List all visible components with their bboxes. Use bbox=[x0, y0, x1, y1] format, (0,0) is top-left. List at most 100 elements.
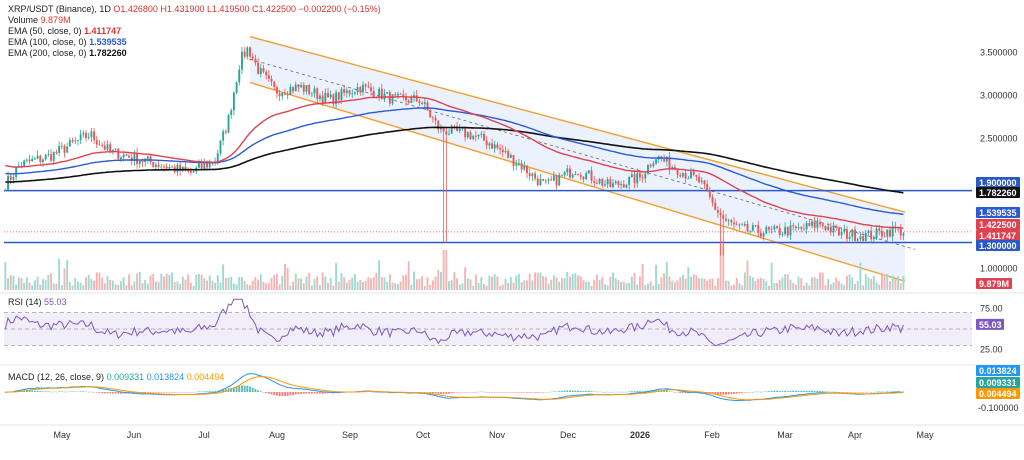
macd-hist-bar bbox=[867, 391, 870, 393]
macd-hist-bar bbox=[808, 390, 811, 392]
macd-hist-bar bbox=[319, 392, 321, 394]
macd-hist-bar bbox=[604, 391, 606, 393]
macd-hist-bar bbox=[517, 392, 520, 393]
volume-bar bbox=[735, 277, 738, 290]
volume-bar bbox=[200, 274, 203, 290]
candle-body bbox=[612, 183, 614, 188]
volume-bar bbox=[832, 282, 835, 290]
candle-body bbox=[431, 117, 434, 118]
candle-body bbox=[399, 93, 402, 95]
volume-bar bbox=[114, 284, 117, 290]
macd-hist-bar bbox=[770, 391, 773, 392]
candle-body bbox=[163, 166, 165, 168]
macd-hist-bar bbox=[800, 390, 803, 392]
volume-bar bbox=[595, 274, 598, 290]
macd-hist-bar bbox=[235, 386, 238, 392]
volume-badge-text: 9.879M bbox=[979, 279, 1009, 289]
candle-body bbox=[805, 222, 808, 229]
candle-body bbox=[227, 114, 230, 133]
volume-bar bbox=[469, 279, 472, 290]
candle-body bbox=[638, 173, 641, 178]
candle-body bbox=[679, 175, 682, 177]
candle-body bbox=[440, 127, 442, 130]
macd-hist-bar bbox=[819, 390, 822, 392]
candle-body bbox=[305, 85, 308, 92]
macd-hist-bar bbox=[641, 391, 644, 392]
macd-hist-bar bbox=[77, 391, 79, 393]
macd-hist-bar bbox=[531, 392, 534, 393]
x-tick-label: 2026 bbox=[630, 430, 650, 440]
candle-body bbox=[835, 225, 838, 228]
macd-hist-bar bbox=[488, 392, 491, 393]
macd-hist-bar bbox=[757, 391, 760, 393]
volume-bar bbox=[867, 277, 870, 290]
candle-body bbox=[523, 165, 526, 170]
candle-body bbox=[394, 94, 397, 96]
macd-hist-bar bbox=[754, 391, 757, 393]
candle-body bbox=[238, 69, 241, 83]
candle-body bbox=[520, 163, 523, 170]
volume-bar bbox=[211, 280, 214, 290]
candle-body bbox=[899, 227, 902, 236]
macd-badge: 0.013824 bbox=[976, 365, 1020, 376]
legend-ohlc: O1.426800 H1.431900 L1.419500 C1.422500 … bbox=[113, 4, 381, 14]
volume-bar bbox=[563, 278, 566, 290]
macd-badge: 0.004494 bbox=[976, 388, 1020, 399]
volume-bar bbox=[50, 273, 52, 290]
macd-hist-bar bbox=[98, 392, 101, 393]
macd-hist-bar bbox=[289, 392, 292, 396]
candle-body bbox=[348, 90, 351, 95]
volume-bar bbox=[582, 280, 585, 290]
candle-body bbox=[362, 84, 364, 93]
price-badge: 1.422500 bbox=[976, 219, 1020, 230]
macd-hist-bar bbox=[520, 392, 523, 393]
candle-body bbox=[797, 227, 800, 229]
volume-bar bbox=[561, 278, 563, 290]
candle-body bbox=[875, 228, 878, 239]
macd-badge-bg bbox=[976, 388, 1020, 399]
price-badge: 1.300000 bbox=[976, 240, 1020, 251]
candle-body bbox=[622, 184, 625, 188]
volume-bar bbox=[286, 267, 289, 290]
candle-body bbox=[604, 184, 606, 186]
volume-bar bbox=[187, 274, 190, 290]
candle-body bbox=[534, 173, 536, 179]
candle-body bbox=[749, 230, 752, 232]
candle-body bbox=[485, 140, 488, 146]
volume-bar bbox=[410, 284, 413, 290]
macd-hist-bar bbox=[512, 392, 515, 393]
macd-hist-bar bbox=[442, 392, 445, 394]
macd-hist-bar bbox=[507, 392, 510, 393]
volume-bar bbox=[864, 273, 867, 290]
candle-body bbox=[641, 177, 644, 179]
volume-bar bbox=[125, 285, 128, 290]
candle-body bbox=[765, 227, 768, 234]
volume-bar bbox=[609, 276, 612, 290]
volume-bar bbox=[821, 272, 824, 290]
macd-hist-bar bbox=[719, 392, 722, 395]
x-tick-label: May bbox=[916, 430, 934, 440]
volume-bar bbox=[179, 283, 182, 290]
volume-bar bbox=[829, 284, 832, 290]
volume-bar bbox=[593, 280, 596, 290]
ema200-line bbox=[5, 126, 904, 194]
candle-body bbox=[243, 51, 246, 57]
volume-bar bbox=[536, 272, 539, 290]
macd-hist-bar bbox=[230, 387, 233, 392]
macd-hist-bar bbox=[243, 385, 246, 392]
candle-body bbox=[552, 175, 555, 181]
volume-bar bbox=[501, 284, 504, 290]
macd-hist-bar bbox=[192, 392, 195, 393]
volume-bar bbox=[531, 280, 534, 290]
channel-upper-line bbox=[249, 36, 906, 213]
volume-bar bbox=[184, 279, 187, 290]
candle-body bbox=[106, 144, 109, 150]
volume-bar bbox=[856, 280, 859, 290]
volume-bar bbox=[362, 281, 364, 290]
legend-volume-label: Volume bbox=[8, 15, 39, 25]
candle-body bbox=[4, 190, 7, 192]
candle-body bbox=[308, 85, 311, 95]
macd-hist-bar bbox=[526, 392, 528, 393]
volume-bar bbox=[708, 279, 711, 290]
